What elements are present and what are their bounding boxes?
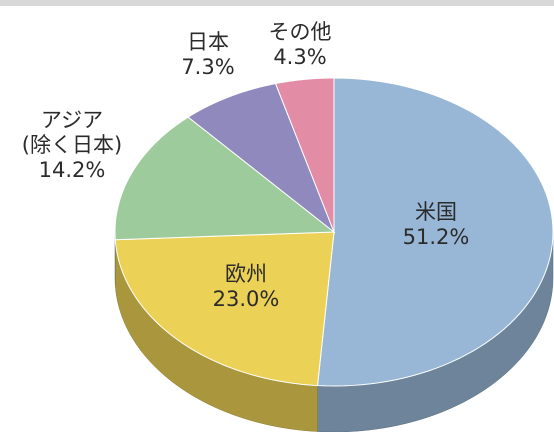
category-label: アジア (除く日本) [21,108,123,157]
category-label: 欧州 [225,262,267,286]
category-label: その他 [268,20,332,44]
slice-label: 日本 7.3% [181,30,234,80]
category-label: 米国 [415,200,457,224]
value-label: 4.3% [273,45,327,69]
slice-label: 米国 51.2% [403,200,470,250]
pie-slice [187,83,336,234]
category-label: 日本 [186,30,229,54]
slice-label: アジア (除く日本) 14.2% [22,108,122,183]
value-label: 7.3% [181,55,235,79]
pie-slice [316,77,554,387]
value-label: 23.0% [212,287,280,311]
top-shadow [0,0,554,6]
value-label: 51.2% [402,225,470,249]
value-label: 14.2% [38,158,106,182]
pie-slice [274,77,335,233]
slice-label: その他 4.3% [269,20,332,70]
pie-slice [114,116,336,241]
pie-slice [114,231,335,387]
slice-label: 欧州 23.0% [213,262,280,312]
